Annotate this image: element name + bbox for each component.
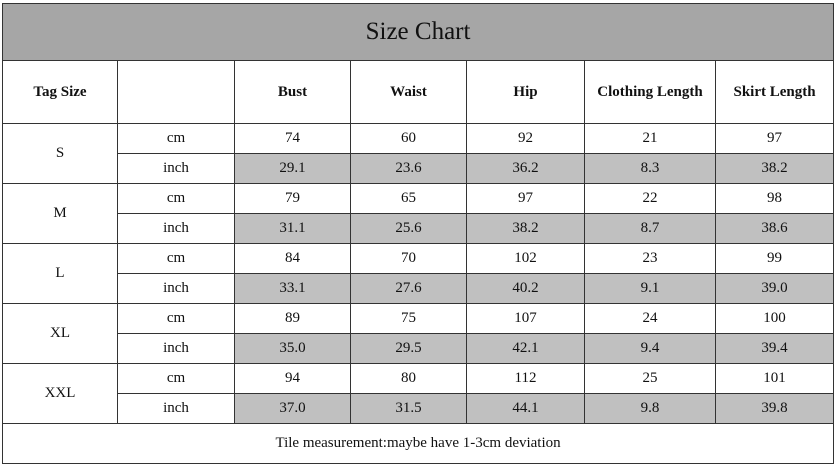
measurement: 29.5: [350, 333, 467, 364]
size-row: XL cm 89 75 107 24 100: [2, 303, 835, 364]
column-header: Hip: [466, 60, 585, 124]
unit: cm: [117, 243, 235, 274]
measurement: 44.1: [466, 393, 585, 424]
measurement: 100: [714, 303, 835, 334]
measurement: 98: [714, 183, 835, 214]
measurement: 74: [234, 123, 351, 154]
unit: cm: [117, 123, 235, 154]
size-label: L: [2, 243, 118, 304]
measurement: 9.4: [584, 333, 716, 364]
unit: inch: [117, 213, 235, 244]
measurement: 25: [584, 363, 716, 394]
unit: cm: [117, 363, 235, 394]
size-row: inch 35.0 29.5 42.1 9.4 39.4: [3, 333, 835, 364]
size-label: XXL: [2, 363, 118, 424]
column-header: Clothing Length: [584, 60, 716, 124]
measurement: 75: [350, 303, 467, 334]
unit: inch: [117, 333, 235, 364]
measurement: 33.1: [234, 273, 351, 304]
unit: inch: [117, 393, 235, 424]
measurement: 65: [350, 183, 467, 214]
measurement: 40.2: [466, 273, 585, 304]
measurement: 94: [234, 363, 351, 394]
measurement: 112: [466, 363, 585, 394]
measurement: 84: [234, 243, 351, 274]
measurement: 29.1: [234, 153, 351, 184]
measurement: 99: [714, 243, 835, 274]
measurement: 24: [584, 303, 716, 334]
measurement: 101: [714, 363, 835, 394]
title: Size Chart: [1, 3, 835, 61]
measurement: 97: [466, 183, 585, 214]
measurement: 22: [584, 183, 716, 214]
measurement: 25.6: [350, 213, 467, 244]
measurement: 39.4: [714, 333, 835, 364]
measurement: 42.1: [466, 333, 585, 364]
size-label: S: [2, 123, 118, 184]
measurement: 80: [350, 363, 467, 394]
size-label: XL: [2, 303, 118, 364]
measurement: 35.0: [234, 333, 351, 364]
measurement: 107: [466, 303, 585, 334]
size-row: inch 37.0 31.5 44.1 9.8 39.8: [3, 393, 835, 424]
unit: cm: [117, 303, 235, 334]
measurement: 38.2: [466, 213, 585, 244]
measurement: 8.7: [584, 213, 716, 244]
size-label: M: [2, 183, 118, 244]
measurement: 39.0: [714, 273, 835, 304]
size-row: inch 29.1 23.6 36.2 8.3 38.2: [3, 153, 835, 184]
header-row: Tag Size Bust Waist Hip Clothing Length Skirt…: [2, 60, 835, 124]
measurement: 79: [234, 183, 351, 214]
size-row: inch 33.1 27.6 40.2 9.1 39.0: [3, 273, 835, 304]
measurement: 37.0: [234, 393, 351, 424]
title-row: Size Chart: [1, 3, 835, 61]
size-row: inch 31.1 25.6 38.2 8.7 38.6: [3, 213, 835, 244]
measurement: 8.3: [584, 153, 716, 184]
unit: inch: [117, 273, 235, 304]
tag-size-header: Tag Size: [2, 60, 118, 124]
measurement: 60: [350, 123, 467, 154]
measurement: 89: [234, 303, 351, 334]
measurement: 27.6: [350, 273, 467, 304]
size-table: Size Chart Tag Size Bust Waist Hip Clothing L…: [1, 3, 835, 464]
measurement: 31.5: [350, 393, 467, 424]
measurement: 38.2: [714, 153, 835, 184]
measurement: 9.1: [584, 273, 716, 304]
measurement: 102: [466, 243, 585, 274]
measurement: 23: [584, 243, 716, 274]
measurement: 9.8: [584, 393, 716, 424]
unit: inch: [117, 153, 235, 184]
measurement: 70: [350, 243, 467, 274]
measurement: 36.2: [466, 153, 585, 184]
size-row: XXL cm 94 80 112 25 101: [2, 363, 835, 424]
footer-note: Tile measurement:maybe have 1-3cm deviat…: [1, 423, 835, 464]
column-header: Bust: [234, 60, 351, 124]
unit-header: [117, 60, 235, 124]
measurement: 21: [584, 123, 716, 154]
measurement: 97: [714, 123, 835, 154]
column-header: Skirt Length: [714, 60, 835, 124]
measurement: 31.1: [234, 213, 351, 244]
measurement: 39.8: [714, 393, 835, 424]
measurement: 38.6: [714, 213, 835, 244]
footer-row: Tile measurement:maybe have 1-3cm deviat…: [1, 423, 835, 464]
column-header: Waist: [350, 60, 467, 124]
measurement: 92: [466, 123, 585, 154]
unit: cm: [117, 183, 235, 214]
measurement: 23.6: [350, 153, 467, 184]
